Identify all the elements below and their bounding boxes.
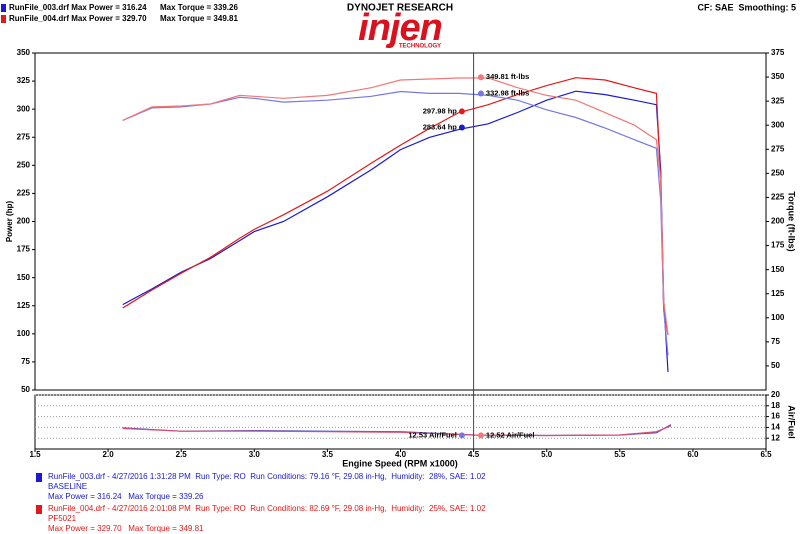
y2-tick-label: 150: [771, 265, 785, 274]
y-tick-label: 175: [17, 245, 31, 254]
y-tick-label: 100: [17, 329, 31, 338]
y2-tick-label: 14: [771, 423, 780, 432]
x-tick-label: 3.0: [249, 450, 261, 459]
x-tick-label: 4.5: [468, 450, 480, 459]
x-tick-label: 2.0: [103, 450, 115, 459]
run-info: RunFile_003.drf - 4/27/2016 1:31:28 PM R…: [48, 472, 486, 481]
y-tick-label: 200: [17, 217, 31, 226]
readout-label: 332.98 ft-lbs: [486, 88, 529, 97]
y2-tick-label: 175: [771, 241, 785, 250]
y2-tick-label: 12: [771, 433, 780, 442]
y2-tick-label: 16: [771, 412, 780, 421]
run-info: PF5021: [48, 514, 77, 523]
readout-label: 283.64 hp: [423, 123, 458, 132]
run-swatch: [36, 473, 42, 482]
y-tick-label: 50: [21, 385, 30, 394]
y2-tick-label: 275: [771, 144, 785, 153]
series-line: [122, 425, 672, 437]
readout-dot: [458, 432, 465, 439]
logo-sub: TECHNOLOGY: [399, 44, 441, 50]
readout-label: 349.81 ft-lbs: [486, 72, 529, 81]
y-tick-label: 325: [17, 76, 31, 85]
series-line: [122, 90, 669, 373]
readout-dot: [458, 108, 465, 115]
series-line: [122, 77, 669, 336]
y2-tick-label: 50: [771, 361, 780, 370]
settings: CF: SAE Smoothing: 5: [698, 2, 797, 12]
run-info: RunFile_004.drf - 4/27/2016 2:01:08 PM R…: [48, 504, 486, 513]
run-info: BASELINE: [48, 482, 87, 491]
y2-tick-label: 225: [771, 193, 785, 202]
y2-tick-label: 325: [771, 96, 785, 105]
x-tick-label: 5.0: [541, 450, 553, 459]
y-tick-label: 350: [17, 48, 31, 57]
legend-text: Max Torque = 339.26: [160, 3, 238, 12]
x-tick-label: 6.0: [687, 450, 699, 459]
y-tick-label: 150: [17, 273, 31, 282]
y-axis-title: Power (hp): [5, 201, 14, 243]
legend-text: RunFile_003.drf Max Power = 316.24: [9, 3, 147, 12]
y2-tick-label: 125: [771, 289, 785, 298]
y2-tick-label: 75: [771, 337, 780, 346]
x-tick-label: 2.5: [176, 450, 188, 459]
readout-dot: [458, 124, 465, 131]
x-tick-label: 6.5: [760, 450, 772, 459]
y2-tick-label: 20: [771, 390, 780, 399]
brand: DYNOJET RESEARCH: [347, 3, 453, 14]
readout-dot: [477, 432, 484, 439]
readout-label: 12.52 Air/Fuel: [486, 430, 535, 439]
readout-label: 297.98 hp: [423, 106, 458, 115]
y2-tick-label: 18: [771, 401, 780, 410]
run-info: Max Power = 316.24 Max Torque = 339.26: [48, 492, 204, 501]
y2-tick-label: 250: [771, 168, 785, 177]
y2-tick-label: 100: [771, 313, 785, 322]
x-tick-label: 3.5: [322, 450, 334, 459]
series-line: [122, 77, 669, 336]
run-swatch: [36, 505, 42, 514]
readout-label: 12.53 Air/Fuel: [408, 430, 457, 439]
legend-swatch: [1, 4, 6, 12]
y2-tick-label: 300: [771, 120, 785, 129]
y2-tick-label: 375: [771, 48, 785, 57]
x-tick-label: 1.5: [29, 450, 41, 459]
readout-dot: [477, 90, 484, 97]
x-tick-label: 4.0: [395, 450, 407, 459]
y-tick-label: 225: [17, 189, 31, 198]
plot-frame: [34, 394, 767, 450]
y2-tick-label: 350: [771, 72, 785, 81]
legend-swatch: [1, 15, 6, 23]
x-tick-label: 5.5: [614, 450, 626, 459]
y-tick-label: 300: [17, 104, 31, 113]
legend-text: RunFile_004.drf Max Power = 329.70: [9, 14, 147, 23]
y-tick-label: 75: [21, 357, 30, 366]
y2-tick-label: 200: [771, 217, 785, 226]
readout-dot: [477, 74, 484, 81]
legend-text: Max Torque = 349.81: [160, 14, 238, 23]
series-line: [122, 424, 672, 437]
y-tick-label: 250: [17, 160, 31, 169]
run-info: Max Power = 329.70 Max Torque = 349.81: [48, 524, 204, 533]
series-line: [122, 90, 669, 356]
y-tick-label: 275: [17, 132, 31, 141]
y2-axis-title: Torque (ft-lbs): [787, 191, 797, 251]
x-axis-title: Engine Speed (RPM x1000): [342, 458, 458, 468]
y2-axis-title: Air/Fuel: [787, 405, 797, 439]
logo: injen: [358, 7, 442, 49]
y-tick-label: 125: [17, 301, 31, 310]
